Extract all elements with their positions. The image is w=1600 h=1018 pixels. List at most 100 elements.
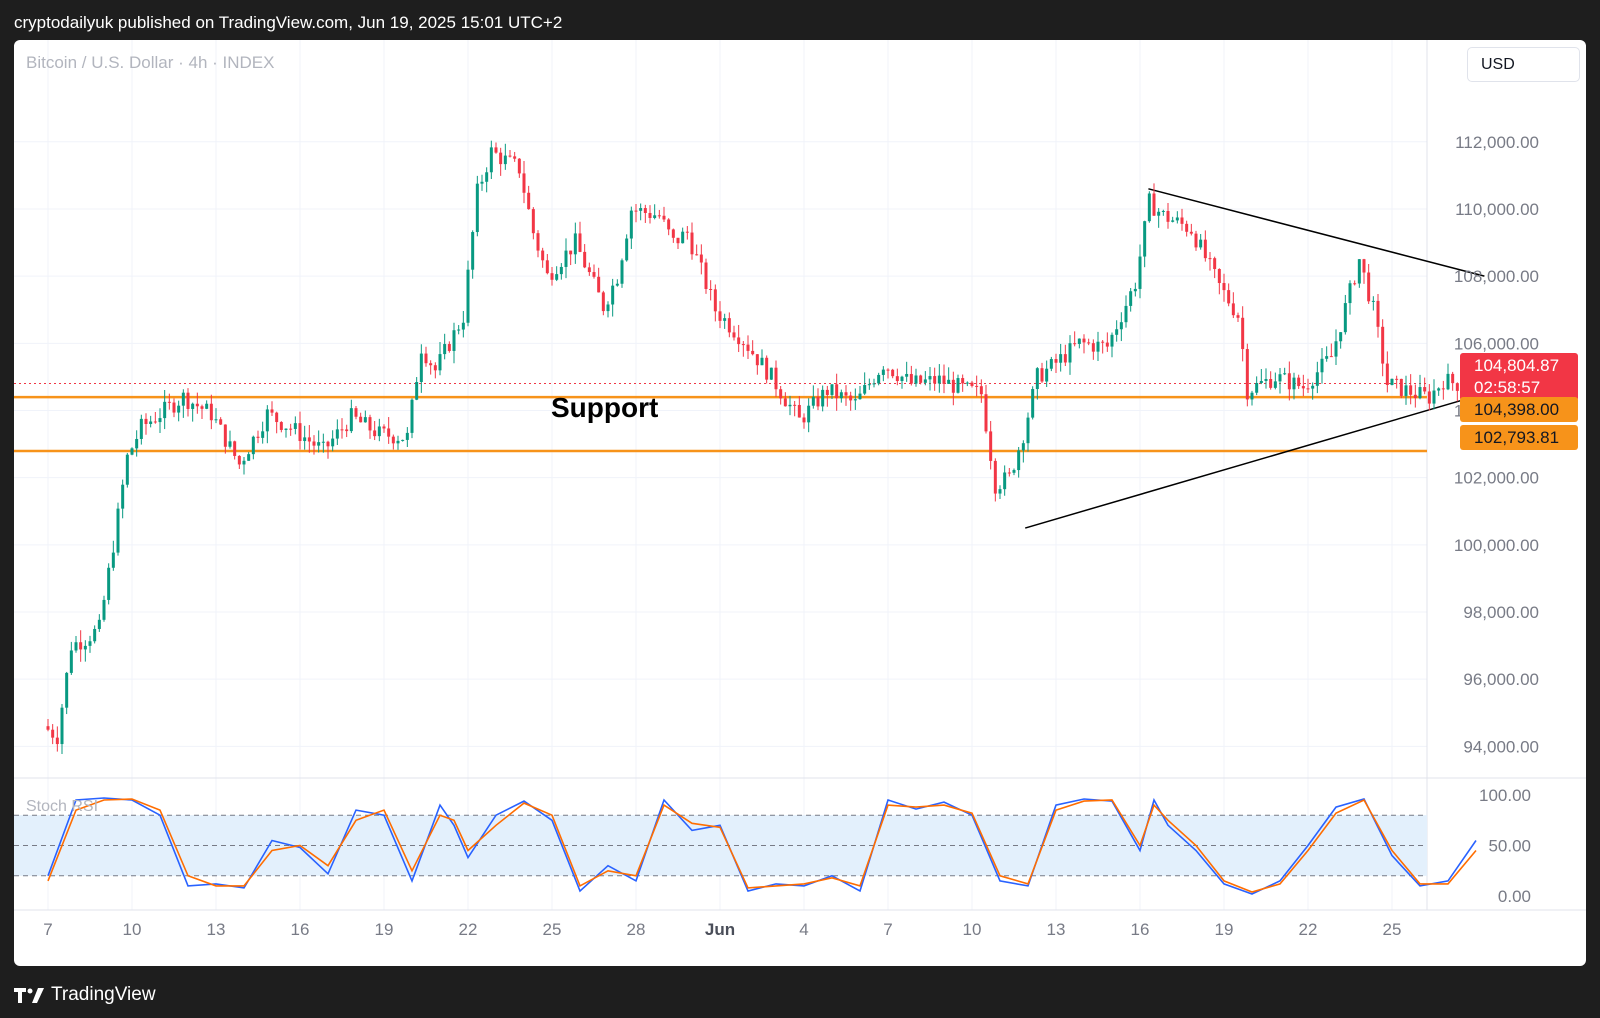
candle-body [513, 156, 517, 159]
candle-body [1273, 381, 1277, 388]
current-price: 104,804.87 [1474, 356, 1560, 375]
support-2-tag: 102,793.81 [1460, 425, 1578, 450]
candle-body [1306, 388, 1310, 390]
candle-body [335, 429, 339, 439]
candle-body [1437, 388, 1441, 391]
candle-body [139, 418, 143, 439]
candle-body [1255, 382, 1259, 393]
candle-body [396, 440, 400, 444]
candle-body [919, 375, 923, 383]
time-tick-label: 7 [43, 920, 52, 939]
time-tick-label: 4 [799, 920, 808, 939]
candle-body [522, 173, 526, 193]
candle-body [947, 379, 951, 384]
candle-body [144, 418, 148, 425]
candle-body [881, 369, 885, 375]
candle-body [415, 382, 419, 400]
candle-body [373, 430, 377, 437]
candle-body [1451, 373, 1455, 384]
candle-body [1222, 283, 1226, 291]
candle-body [891, 369, 895, 377]
price-tick-label: 100,000.00 [1454, 536, 1539, 555]
candle-body [1012, 470, 1016, 473]
candle-body [177, 405, 181, 413]
candle-body [788, 404, 792, 407]
candle-body [1367, 272, 1371, 302]
candle-body [209, 403, 213, 421]
chart-canvas[interactable]: 94,000.0096,000.0098,000.00100,000.00102… [14, 40, 1586, 966]
candle-body [807, 405, 811, 423]
candle-body [503, 155, 507, 165]
time-tick-label: 22 [459, 920, 478, 939]
currency-button[interactable]: USD [1467, 47, 1580, 82]
candle-body [727, 318, 731, 333]
candle-body [214, 419, 218, 421]
brand-name: TradingView [51, 984, 156, 1005]
stoch-line-d [47, 798, 1477, 893]
candle-body [88, 641, 92, 646]
candle-body [1236, 315, 1240, 318]
candle-body [1334, 341, 1338, 357]
tradingview-logo[interactable]: TradingView [14, 984, 156, 1006]
candle-body [284, 428, 288, 430]
candle-body [102, 599, 106, 620]
candle-body [1227, 290, 1231, 304]
candle-body [1208, 258, 1212, 260]
time-tick-label: 16 [291, 920, 310, 939]
candle-body [1059, 354, 1063, 363]
candle-body [1315, 372, 1319, 386]
candle-body [1264, 379, 1268, 381]
candle-body [1413, 394, 1417, 399]
time-tick-label: 13 [207, 920, 226, 939]
candle-body [914, 375, 918, 384]
candle-body [1455, 383, 1459, 391]
candle-body [573, 233, 577, 255]
candle-body [410, 399, 414, 433]
candle-body [1077, 338, 1081, 344]
candle-body [1390, 378, 1394, 385]
candle-body [377, 426, 381, 437]
time-tick-label: 25 [543, 920, 562, 939]
candle-body [1119, 322, 1123, 330]
candle-body [718, 311, 722, 321]
time-tick-label: 10 [963, 920, 982, 939]
candle-body [531, 209, 535, 234]
trendline [1148, 188, 1485, 277]
candle-body [349, 408, 353, 432]
price-tick-label: 108,000.00 [1454, 267, 1539, 286]
candle-body [839, 392, 843, 399]
candle-body [321, 441, 325, 443]
current-price-tag: 104,804.87 02:58:57 [1460, 353, 1578, 401]
symbol-label: Bitcoin / U.S. Dollar · 4h · INDEX [26, 53, 275, 72]
candle-body [671, 229, 675, 238]
stoch-tick-label: 50.00 [1488, 837, 1531, 856]
candle-body [802, 417, 806, 423]
time-tick-label: 7 [883, 920, 892, 939]
candle-body [158, 418, 162, 423]
candle-body [1040, 368, 1044, 382]
candle-body [970, 382, 974, 386]
candle-body [895, 376, 899, 382]
candle-body [1161, 210, 1165, 212]
candle-body [1189, 231, 1193, 234]
candle-body [1404, 385, 1408, 396]
candle-body [293, 423, 297, 429]
candle-body [527, 192, 531, 210]
candle-body [1325, 356, 1329, 359]
candle-body [1143, 221, 1147, 257]
candle-body [457, 329, 461, 331]
candle-body [1217, 269, 1221, 284]
candle-body [83, 645, 87, 650]
candle-body [443, 344, 447, 355]
candle-body [223, 424, 227, 447]
candle-body [303, 437, 307, 442]
candle-body [1115, 329, 1119, 335]
candle-body [634, 210, 638, 212]
candle-body [1432, 390, 1436, 404]
candle-body [494, 147, 498, 153]
candle-body [951, 379, 955, 393]
candle-body [1409, 385, 1413, 395]
candle-body [1185, 223, 1189, 232]
candle-body [433, 365, 437, 371]
candle-body [485, 172, 489, 182]
